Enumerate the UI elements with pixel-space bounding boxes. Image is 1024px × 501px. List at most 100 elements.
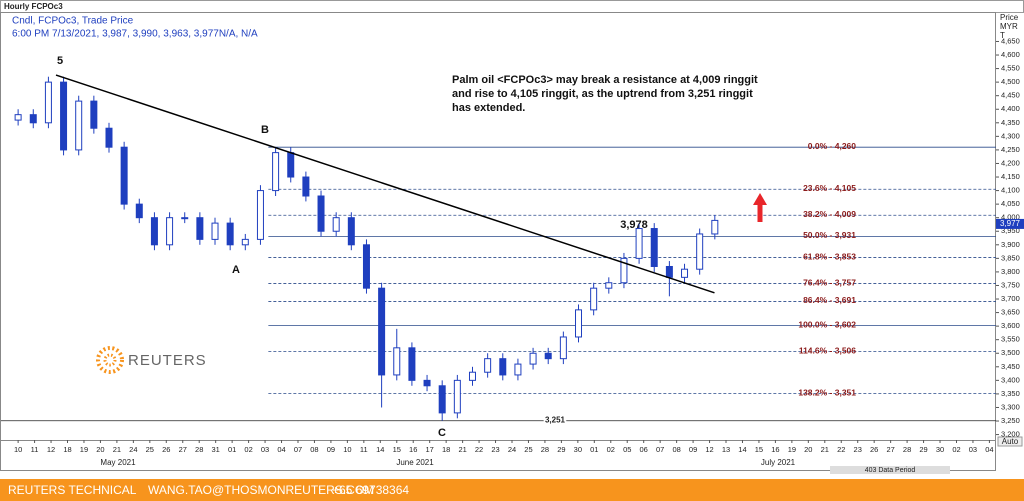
y-tick-label: 4,100 <box>1001 186 1020 195</box>
candle-body <box>575 309 583 338</box>
x-tick-label: 26 <box>162 445 170 454</box>
candle-body <box>711 219 719 235</box>
wave-label: A <box>232 264 240 276</box>
y-tick-label: 3,750 <box>1001 280 1020 289</box>
candle-body <box>332 217 340 232</box>
y-tick-label: 3,800 <box>1001 267 1020 276</box>
annotation: has extended. <box>452 102 525 114</box>
y-tick-label: 3,500 <box>1001 348 1020 357</box>
logo-mark <box>96 346 124 374</box>
x-tick-label: 19 <box>80 445 88 454</box>
candle-body <box>378 287 386 376</box>
candle-body <box>393 347 401 376</box>
x-tick-label: 07 <box>656 445 664 454</box>
quote: 6:00 PM 7/13/2021, 3,987, 3,990, 3,963, … <box>12 29 258 40</box>
candle-body <box>317 195 325 232</box>
candle-body <box>135 203 143 219</box>
auto-label[interactable]: Auto <box>1002 437 1019 446</box>
x-tick-label: 29 <box>557 445 565 454</box>
candle-body <box>29 114 37 124</box>
annotation: and rise to 4,105 ringgit, as the uptren… <box>452 88 753 100</box>
x-tick-label: 23 <box>854 445 862 454</box>
candle-body <box>211 222 219 240</box>
candle-body <box>196 217 204 240</box>
candle-body <box>468 371 476 381</box>
x-tick-label: 07 <box>294 445 302 454</box>
y-tick-label: 3,700 <box>1001 294 1020 303</box>
fib-label: 76.4% - 3,757 <box>803 277 856 287</box>
x-tick-label: 04 <box>277 445 285 454</box>
candle-body <box>650 228 658 267</box>
x-tick-label: 21 <box>458 445 466 454</box>
x-tick-label: 21 <box>113 445 121 454</box>
wave-label: C <box>438 427 446 439</box>
candle-body <box>484 358 492 373</box>
x-tick-label: 04 <box>985 445 993 454</box>
fib-label: 138.2% - 3,351 <box>798 387 856 397</box>
y-tick-label: 4,200 <box>1001 158 1020 167</box>
y-tick-label: 3,200 <box>1001 430 1020 439</box>
x-tick-label: 28 <box>195 445 203 454</box>
x-tick-label: 06 <box>640 445 648 454</box>
period-label: 403 Data Period <box>865 467 916 474</box>
candle-body <box>287 152 295 178</box>
x-tick-label: 31 <box>212 445 220 454</box>
y-tick-label: 4,350 <box>1001 118 1020 127</box>
candle-body <box>499 358 507 376</box>
y-tick-label: 4,650 <box>1001 36 1020 45</box>
y-tick-label: 3,850 <box>1001 253 1020 262</box>
x-tick-label: 20 <box>804 445 812 454</box>
x-tick-label: 13 <box>722 445 730 454</box>
x-tick-label: 01 <box>590 445 598 454</box>
logo-text: REUTERS <box>128 352 207 369</box>
y-tick-label: 3,400 <box>1001 375 1020 384</box>
title-bar <box>0 0 1024 13</box>
candle-body <box>559 336 567 360</box>
chart-title: Hourly FCPOc3 <box>4 2 63 11</box>
x-tick-label: 11 <box>31 445 39 454</box>
y-tick-label: 4,300 <box>1001 131 1020 140</box>
y-axis-label: T <box>1000 31 1005 40</box>
candle-body <box>75 100 83 151</box>
x-tick-label: 02 <box>244 445 252 454</box>
x-tick-label: 03 <box>969 445 977 454</box>
fib-label: 50.0% - 3,931 <box>803 230 856 240</box>
candle-body <box>665 265 673 278</box>
x-tick-label: 16 <box>771 445 779 454</box>
x-tick-label: 11 <box>360 445 368 454</box>
candle-body <box>14 114 22 121</box>
y-tick-label: 3,650 <box>1001 308 1020 317</box>
x-tick-label: 14 <box>376 445 384 454</box>
y-tick-label: 3,950 <box>1001 226 1020 235</box>
x-tick-label: 03 <box>261 445 269 454</box>
y-tick-label: 3,350 <box>1001 389 1020 398</box>
y-tick-label: 3,550 <box>1001 335 1020 344</box>
annotation: Palm oil <FCPOc3> may break a resistance… <box>452 74 758 86</box>
x-tick-label: 14 <box>738 445 746 454</box>
x-tick-label: 22 <box>475 445 483 454</box>
candle-body <box>347 217 355 246</box>
y-axis-label: MYR <box>1000 22 1018 31</box>
x-tick-label: 19 <box>788 445 796 454</box>
candles <box>14 76 719 421</box>
x-tick-label: 08 <box>672 445 680 454</box>
x-tick-label: 12 <box>705 445 713 454</box>
candle-body <box>241 238 249 246</box>
x-tick-label: 18 <box>63 445 71 454</box>
peak-label: 3,978 <box>620 219 648 231</box>
up-arrow <box>753 193 767 222</box>
wave-label: B <box>261 124 269 136</box>
y-tick-label: 4,600 <box>1001 50 1020 59</box>
x-tick-label: 27 <box>886 445 894 454</box>
auto-button[interactable] <box>997 436 1023 447</box>
candle-body <box>438 385 446 414</box>
x-tick-label: 18 <box>442 445 450 454</box>
fib-label: 100.0% - 3,602 <box>798 319 856 329</box>
y-tick-label: 4,050 <box>1001 199 1020 208</box>
candle-body <box>44 81 52 124</box>
y-tick-label: 4,400 <box>1001 104 1020 113</box>
x-tick-label: 10 <box>343 445 351 454</box>
x-tick-label: 10 <box>14 445 22 454</box>
candle-body <box>635 228 643 259</box>
